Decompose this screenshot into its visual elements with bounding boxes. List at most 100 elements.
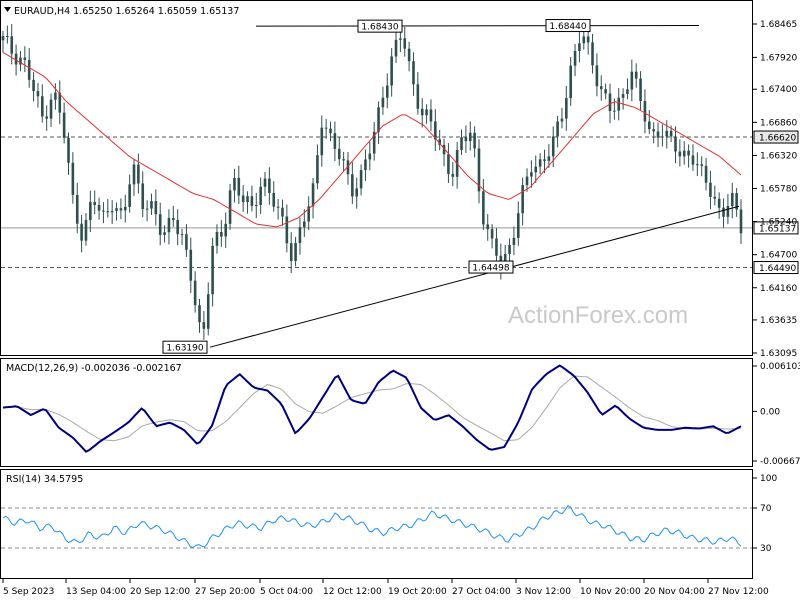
candle-body	[704, 165, 708, 183]
candle-body	[150, 201, 153, 209]
candle-body	[486, 224, 490, 230]
rsi-tick-label: 70	[760, 504, 772, 514]
candle-body	[215, 231, 219, 246]
candle-body	[67, 137, 70, 163]
candle-body	[691, 155, 695, 165]
rsi-label: RSI(14) 34.5795	[6, 474, 83, 485]
candle-body	[241, 195, 245, 203]
candle-body	[412, 61, 415, 85]
candle-body	[468, 132, 472, 142]
candle-body	[180, 234, 184, 236]
candle-body	[359, 170, 363, 189]
candle-body	[316, 155, 319, 184]
price-tick-label: 1.63635	[760, 316, 797, 326]
rsi-tick-label: 30	[760, 544, 772, 554]
price-annotation-label: 1.63190	[166, 344, 203, 354]
candle-body	[14, 53, 18, 65]
candle-body	[154, 201, 158, 215]
candle-body	[438, 139, 441, 145]
candle-body	[93, 202, 97, 205]
time-tick-label: 19 Oct 20:00	[388, 587, 447, 597]
candle-body	[110, 210, 114, 213]
candle-body	[189, 249, 193, 281]
candle-body	[521, 185, 524, 214]
time-tick-label: 20 Sep 12:00	[130, 587, 190, 597]
candle-body	[220, 231, 223, 237]
level-price-box	[753, 261, 799, 275]
candle-body	[595, 65, 599, 87]
rsi-series	[2, 505, 742, 549]
candle-body	[460, 137, 463, 150]
candle-body	[730, 193, 734, 207]
candle-body	[591, 42, 594, 66]
candle-body	[259, 186, 262, 206]
candle-body	[630, 71, 634, 90]
candle-body	[700, 164, 703, 166]
candle-body	[682, 150, 686, 157]
candle-body	[543, 159, 546, 161]
candle-body	[560, 118, 564, 122]
candle-body	[586, 36, 590, 43]
trendlines	[209, 25, 740, 348]
candle-body	[342, 159, 345, 161]
candle-body	[276, 206, 280, 208]
macd-panel	[0, 358, 753, 467]
macd-tick-label: 0.006103	[760, 362, 800, 372]
price-annotation-box	[545, 19, 591, 33]
candle-body	[613, 110, 616, 112]
candle-body	[246, 196, 249, 203]
support-trendline	[209, 205, 740, 348]
candle-body	[172, 218, 175, 220]
candle-body	[311, 183, 315, 207]
candle-body	[102, 210, 105, 212]
level-price-box	[753, 221, 799, 235]
candle-body	[106, 211, 110, 213]
candle-body	[228, 190, 232, 224]
candle-body	[626, 89, 629, 95]
candle-body	[119, 208, 123, 211]
candle-body	[62, 112, 66, 138]
price-tick-label: 1.67400	[760, 85, 797, 95]
resistance-trendline	[255, 25, 700, 27]
candle-body	[364, 159, 367, 171]
time-tick-label: 13 Sep 04:00	[66, 587, 126, 597]
candle-body	[97, 204, 101, 211]
price-annotation-label: 1.64498	[472, 264, 509, 274]
price-tick-label: 1.65780	[760, 185, 797, 195]
time-tick-label: 10 Nov 20:00	[580, 587, 641, 597]
candle-body	[599, 86, 603, 90]
price-annotation-label: 1.68440	[549, 22, 586, 32]
candle-body	[665, 130, 669, 137]
candle-body	[123, 206, 127, 211]
candle-body	[202, 322, 206, 329]
candle-body	[482, 191, 485, 225]
dropdown-triangle-icon[interactable]	[4, 7, 11, 12]
time-tick-label: 20 Nov 04:00	[644, 587, 705, 597]
candle-body	[530, 172, 533, 177]
candle-body	[634, 71, 638, 79]
price-tick-label: 1.64700	[760, 251, 797, 261]
candle-body	[23, 57, 27, 60]
level-price-label: 1.65137	[759, 224, 796, 234]
macd-label: MACD(12,26,9) -0.002036 -0.002167	[6, 363, 182, 374]
price-annotation-box	[162, 340, 208, 354]
candle-body	[420, 108, 424, 116]
candle-body	[739, 209, 743, 234]
macd-tick-label: 0.00	[760, 407, 780, 417]
candle-body	[19, 57, 22, 65]
candle-body	[569, 65, 572, 99]
time-tick-label: 5 Sep 2023	[3, 587, 54, 597]
candle-body	[10, 36, 14, 54]
candle-body	[608, 93, 612, 112]
candle-body	[538, 159, 542, 167]
candle-body	[272, 192, 276, 207]
price-panel	[0, 0, 753, 356]
price-tick-label: 1.65240	[760, 218, 797, 228]
candle-body	[656, 131, 660, 138]
price-tick-label: 1.68465	[760, 20, 797, 30]
candle-body	[416, 84, 420, 109]
candle-body	[556, 121, 559, 137]
candle-body	[54, 92, 57, 100]
candle-body	[71, 162, 75, 195]
